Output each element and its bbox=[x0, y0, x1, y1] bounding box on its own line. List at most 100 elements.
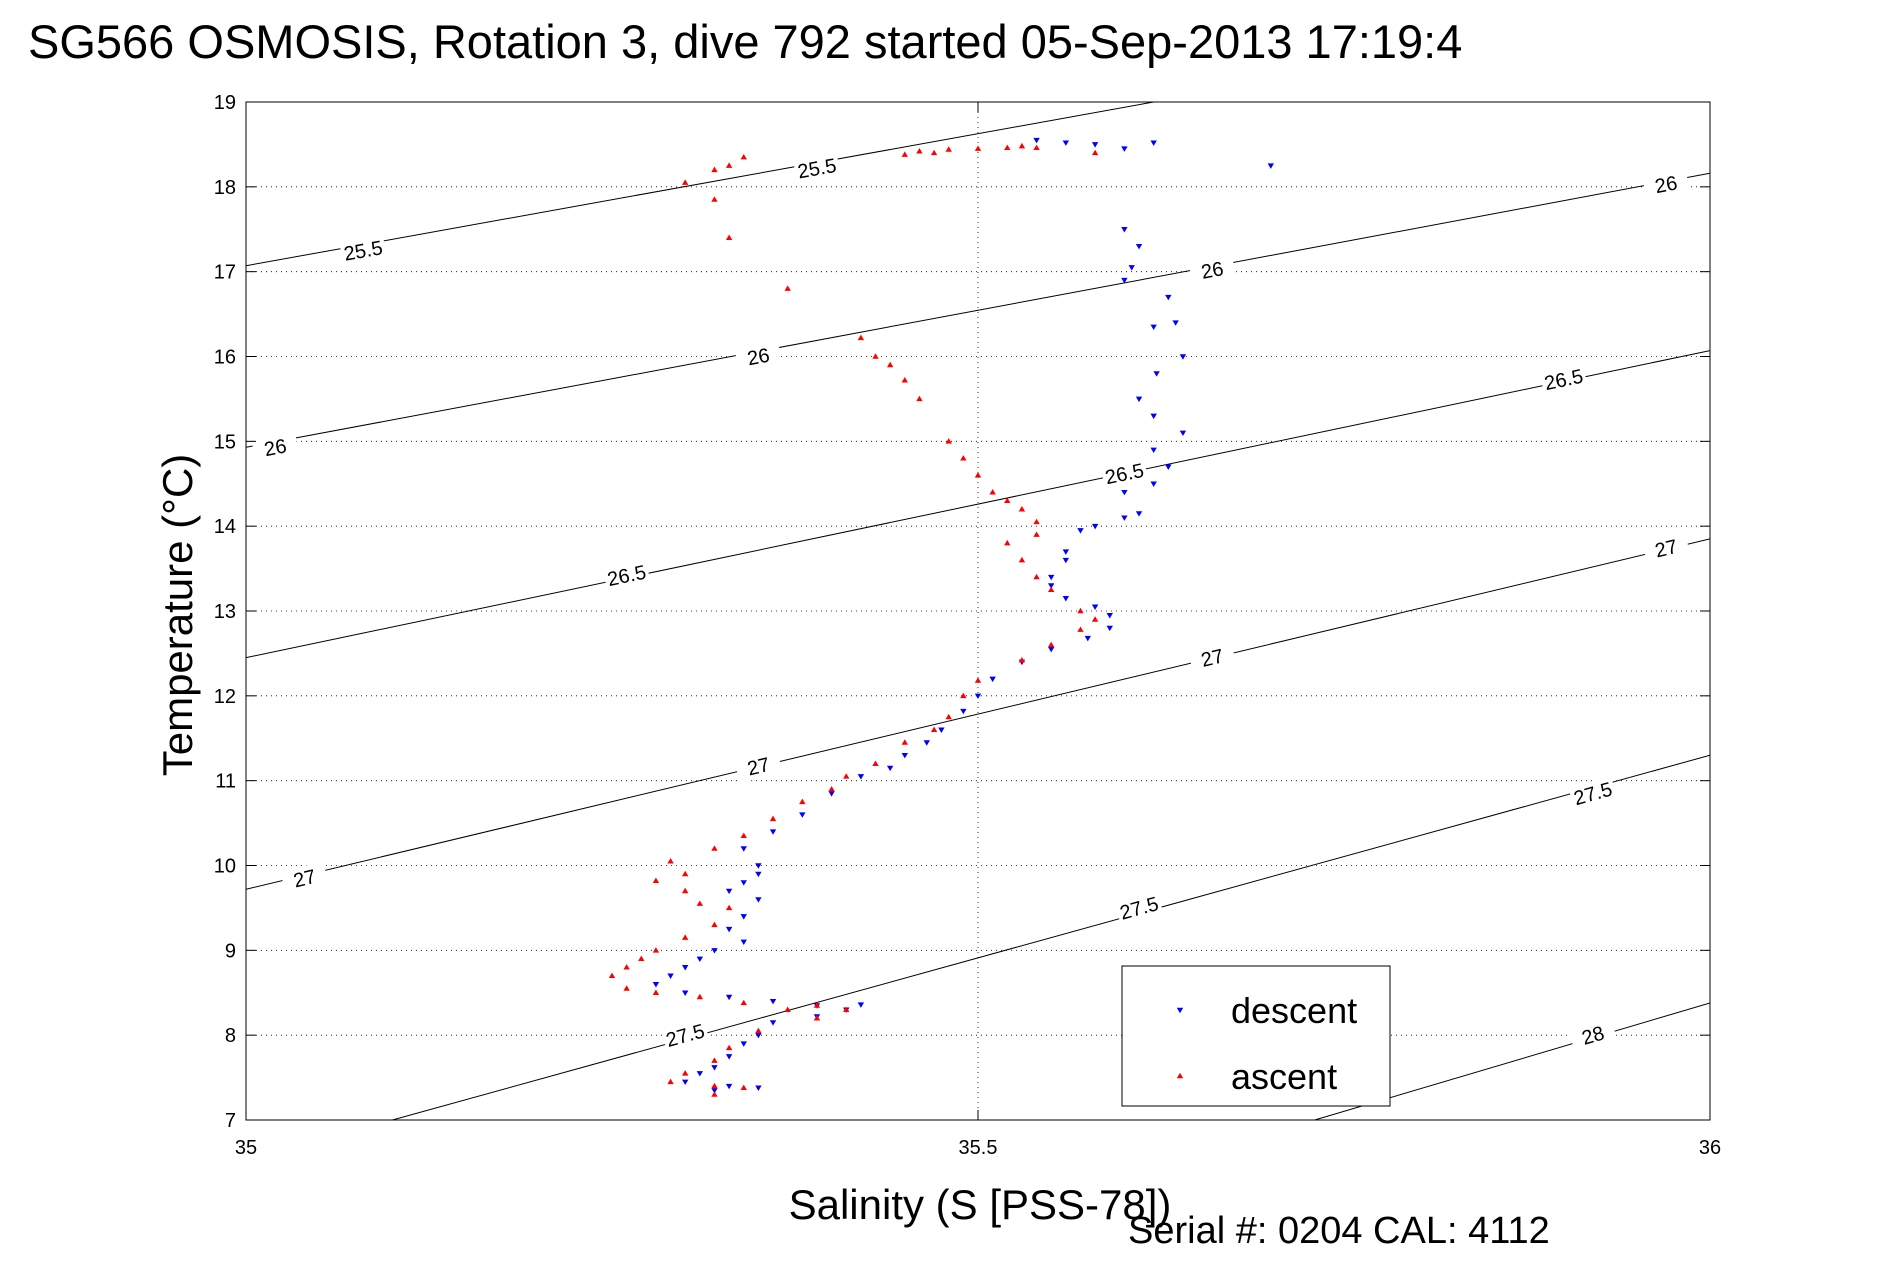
contour-label-text: 26 bbox=[263, 435, 289, 461]
legend-label-descent: descent bbox=[1231, 990, 1357, 1031]
x-tick-label: 35 bbox=[235, 1137, 257, 1159]
data-point-descent bbox=[682, 1079, 689, 1086]
contour-label-bg bbox=[1188, 254, 1237, 286]
data-point-ascent bbox=[945, 438, 952, 444]
data-point-ascent bbox=[901, 377, 908, 383]
data-point-descent bbox=[725, 994, 733, 1001]
data-point-ascent bbox=[1033, 518, 1040, 525]
data-point-ascent bbox=[711, 196, 718, 202]
data-point-ascent bbox=[1033, 573, 1040, 580]
y-tick-label: 8 bbox=[225, 1025, 236, 1047]
data-point-ascent bbox=[784, 1006, 791, 1012]
data-point-descent bbox=[725, 926, 733, 933]
data-point-ascent bbox=[843, 1006, 850, 1012]
chart-title: SG566 OSMOSIS, Rotation 3, dive 792 star… bbox=[28, 15, 1463, 68]
contour-label: 28 bbox=[1568, 1017, 1618, 1053]
legend-marker-ascent bbox=[1176, 1072, 1184, 1079]
data-point-descent bbox=[652, 982, 660, 988]
data-point-ascent bbox=[1018, 142, 1026, 149]
data-point-descent bbox=[857, 1002, 865, 1008]
data-point-descent bbox=[1121, 489, 1128, 496]
data-point-ascent bbox=[711, 1091, 718, 1097]
data-point-descent bbox=[1128, 265, 1135, 271]
data-point-descent bbox=[1062, 596, 1070, 602]
data-point-ascent bbox=[725, 234, 733, 240]
contour-label: 27 bbox=[734, 749, 783, 784]
data-point-ascent bbox=[901, 739, 908, 745]
y-tick-label: 7 bbox=[225, 1110, 236, 1132]
series-ascent bbox=[608, 142, 1099, 1097]
data-point-descent bbox=[769, 1020, 777, 1026]
data-point-ascent bbox=[711, 166, 718, 173]
data-point-ascent bbox=[711, 1082, 718, 1089]
data-point-ascent bbox=[1004, 539, 1011, 546]
contour-label: 27 bbox=[1641, 531, 1691, 566]
data-point-ascent bbox=[1091, 616, 1099, 622]
serial-footnote: Serial #: 0204 CAL: 4112 bbox=[1128, 1210, 1550, 1252]
data-point-descent bbox=[740, 939, 747, 946]
data-point-descent bbox=[1106, 613, 1113, 619]
data-point-ascent bbox=[652, 877, 660, 884]
data-point-descent bbox=[711, 948, 718, 954]
data-point-descent bbox=[711, 1065, 718, 1071]
contour-label-bg bbox=[1100, 457, 1149, 490]
contour-label: 26.5 bbox=[602, 559, 651, 592]
data-point-ascent bbox=[1048, 586, 1055, 593]
data-point-descent bbox=[1165, 464, 1172, 470]
data-point-descent bbox=[1121, 227, 1128, 233]
data-point-descent bbox=[1062, 140, 1070, 146]
data-point-descent bbox=[1179, 354, 1187, 360]
data-point-descent bbox=[857, 774, 865, 780]
data-point-ascent bbox=[886, 361, 894, 368]
data-point-ascent bbox=[725, 1044, 733, 1051]
data-point-descent bbox=[769, 829, 777, 835]
data-point-ascent bbox=[784, 285, 791, 291]
contour-label: 27.5 bbox=[1114, 890, 1164, 926]
data-point-ascent bbox=[974, 677, 982, 683]
data-point-ascent bbox=[755, 1027, 762, 1034]
data-point-ascent bbox=[1033, 144, 1040, 151]
contour-label-text: 27 bbox=[745, 754, 772, 781]
contour-label-text: 27.5 bbox=[1571, 779, 1614, 811]
data-point-ascent bbox=[960, 692, 967, 699]
data-point-descent bbox=[682, 990, 689, 996]
data-point-descent bbox=[828, 791, 835, 797]
data-point-ascent bbox=[1077, 607, 1084, 614]
data-point-descent bbox=[1091, 142, 1099, 148]
data-point-ascent bbox=[740, 153, 747, 160]
data-point-ascent bbox=[1077, 626, 1084, 632]
contour-label-text: 26.5 bbox=[606, 562, 649, 592]
data-point-descent bbox=[1150, 413, 1157, 420]
data-point-ascent bbox=[769, 815, 777, 822]
data-point-descent bbox=[1048, 646, 1055, 653]
density-contour-27 bbox=[246, 538, 1710, 890]
data-point-ascent bbox=[667, 858, 674, 864]
data-point-descent bbox=[1106, 625, 1113, 632]
data-point-ascent bbox=[843, 773, 850, 779]
data-point-descent bbox=[1267, 163, 1274, 169]
contour-label-bg bbox=[1642, 168, 1690, 201]
data-point-ascent bbox=[857, 334, 865, 341]
data-point-ascent bbox=[1033, 531, 1040, 537]
y-tick-label: 14 bbox=[214, 516, 236, 538]
data-point-descent bbox=[740, 880, 747, 886]
data-point-descent bbox=[725, 1054, 733, 1060]
contour-label-bg bbox=[1539, 363, 1588, 396]
data-point-ascent bbox=[696, 993, 704, 1000]
data-point-ascent bbox=[638, 955, 645, 962]
data-point-ascent bbox=[799, 798, 806, 805]
contour-label-bg bbox=[660, 1017, 710, 1053]
contour-label-bg bbox=[1568, 775, 1618, 811]
data-point-descent bbox=[1091, 523, 1099, 530]
data-point-ascent bbox=[989, 489, 996, 495]
data-point-descent bbox=[974, 693, 982, 700]
data-point-descent bbox=[740, 846, 747, 852]
x-axis-label: Salinity (S [PSS-78]) bbox=[788, 1181, 1172, 1228]
legend-label-ascent: ascent bbox=[1231, 1056, 1337, 1097]
density-contour-25.5 bbox=[246, 102, 1154, 267]
data-point-descent bbox=[1135, 396, 1143, 403]
data-point-descent bbox=[886, 765, 894, 772]
data-point-descent bbox=[1091, 604, 1099, 610]
legend-box bbox=[1121, 965, 1391, 1107]
